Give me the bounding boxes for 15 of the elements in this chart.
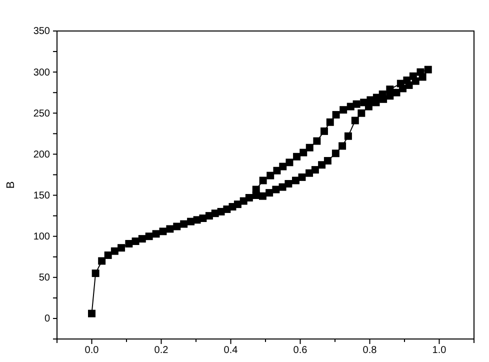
y-tick-label: 250 bbox=[33, 108, 50, 120]
y-tick-label: 100 bbox=[33, 232, 50, 243]
x-tick-label: 0.2 bbox=[154, 345, 169, 356]
y-tick-label: 50 bbox=[38, 272, 50, 284]
x-tick-label: 0.4 bbox=[224, 345, 238, 356]
x-tick-label: 0.8 bbox=[362, 345, 378, 356]
y-axis-title: B bbox=[5, 181, 17, 189]
y-tick-label: 300 bbox=[33, 67, 50, 78]
y-tick-label: 200 bbox=[33, 149, 50, 160]
y-tick-label: 150 bbox=[33, 190, 50, 202]
x-tick-label: 1.0 bbox=[432, 345, 447, 356]
y-tick-label: 350 bbox=[33, 26, 50, 38]
x-tick-label: 0.6 bbox=[293, 345, 308, 356]
x-tick-label: 0.0 bbox=[84, 345, 100, 356]
y-tick-label: 0 bbox=[44, 314, 50, 325]
